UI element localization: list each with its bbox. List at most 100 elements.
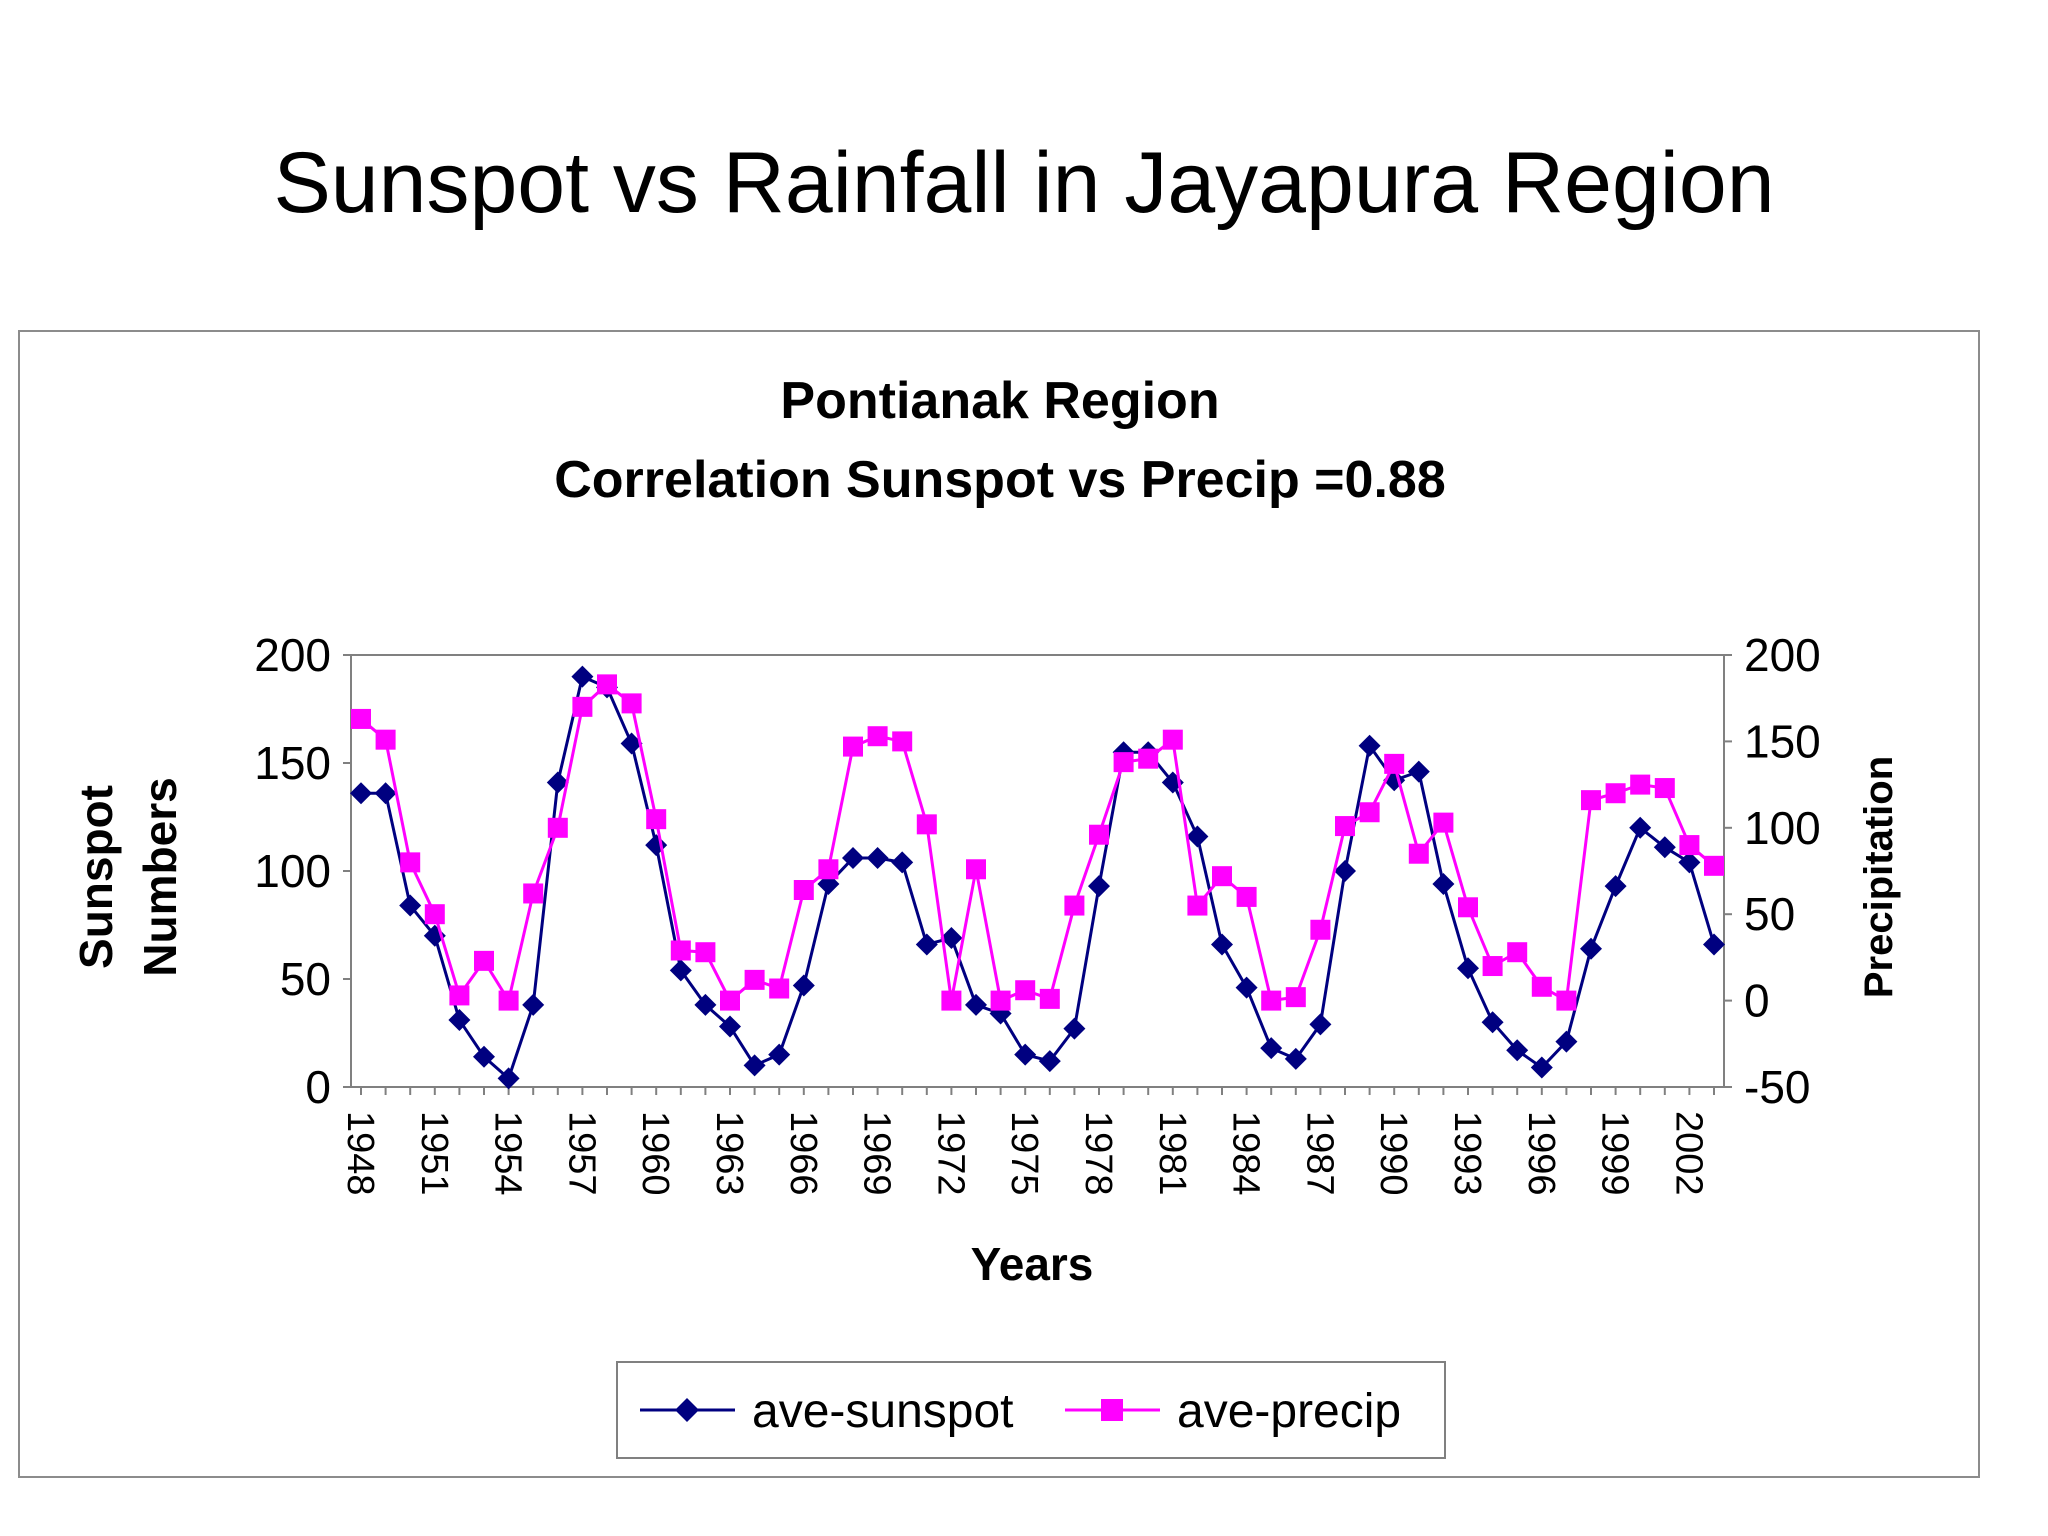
data-point-ave-sunspot <box>399 894 422 917</box>
data-point-ave-precip <box>818 859 839 880</box>
data-point-ave-sunspot <box>694 993 717 1016</box>
data-point-ave-precip <box>1507 942 1528 963</box>
data-point-ave-precip <box>769 978 790 999</box>
chart-subtitle: Correlation Sunspot vs Precip =0.88 <box>554 451 1446 509</box>
data-point-ave-sunspot <box>1309 1013 1332 1036</box>
data-point-ave-sunspot <box>1211 933 1233 956</box>
data-point-ave-precip <box>1089 824 1109 845</box>
data-point-ave-precip <box>867 726 888 747</box>
chart-frame: Pontianak Region Correlation Sunspot vs … <box>18 330 1980 1478</box>
data-point-ave-precip <box>744 969 765 990</box>
x-tick-label: 1999 <box>1594 1111 1636 1196</box>
data-point-ave-sunspot <box>1481 1011 1504 1034</box>
legend-marker <box>1101 1399 1123 1421</box>
y2-tick-label: -50 <box>1744 1061 1810 1113</box>
data-point-ave-precip <box>1654 778 1675 799</box>
x-tick-label: 1960 <box>634 1111 676 1196</box>
data-point-ave-sunspot <box>1358 734 1381 757</box>
data-point-ave-sunspot <box>669 959 692 982</box>
x-tick-label: 1981 <box>1151 1111 1193 1196</box>
data-point-ave-sunspot <box>448 1009 471 1032</box>
data-point-ave-precip <box>474 950 494 971</box>
legend-box <box>616 1361 1446 1459</box>
y-axis-label-line: Sunspot <box>70 785 122 969</box>
data-point-ave-precip <box>1581 790 1601 811</box>
y-tick-label: 150 <box>254 737 331 789</box>
x-tick-label: 1993 <box>1446 1111 1488 1196</box>
data-point-ave-precip <box>1482 956 1503 977</box>
y2-tick-label: 150 <box>1744 715 1821 767</box>
data-point-ave-sunspot <box>792 974 815 997</box>
x-tick-label: 1987 <box>1298 1111 1340 1196</box>
data-point-ave-precip <box>1359 802 1380 823</box>
data-point-ave-precip <box>1162 729 1183 750</box>
data-point-ave-precip <box>1458 897 1478 918</box>
data-point-ave-precip <box>498 990 519 1011</box>
data-point-ave-sunspot <box>1088 875 1110 898</box>
data-point-ave-sunspot <box>965 993 987 1016</box>
y-tick-label: 200 <box>254 629 331 681</box>
data-point-ave-sunspot <box>1038 1050 1061 1073</box>
data-point-ave-precip <box>424 904 445 925</box>
data-point-ave-precip <box>990 990 1011 1011</box>
data-point-ave-sunspot <box>768 1043 791 1066</box>
x-tick-label: 1996 <box>1520 1111 1562 1196</box>
data-point-ave-precip <box>1335 816 1355 837</box>
data-point-ave-precip <box>1679 835 1700 856</box>
data-point-ave-precip <box>1605 783 1626 804</box>
data-point-ave-precip <box>1310 919 1331 940</box>
data-point-ave-sunspot <box>1604 875 1627 898</box>
data-point-ave-precip <box>400 852 421 873</box>
data-point-ave-precip <box>1285 987 1306 1008</box>
data-point-ave-sunspot <box>1235 976 1258 999</box>
data-point-ave-sunspot <box>1530 1056 1553 1079</box>
x-tick-label: 1990 <box>1372 1111 1414 1196</box>
data-point-ave-sunspot <box>915 933 938 956</box>
legend-marker <box>675 1398 699 1422</box>
data-point-ave-precip <box>1187 895 1208 916</box>
plot-area <box>350 654 1725 1088</box>
data-point-ave-precip <box>843 736 863 757</box>
data-point-ave-sunspot <box>1506 1039 1529 1062</box>
data-point-ave-sunspot <box>1555 1030 1578 1053</box>
data-point-ave-sunspot <box>1703 933 1725 956</box>
data-point-ave-precip <box>1630 774 1651 795</box>
data-point-ave-precip <box>1261 990 1282 1011</box>
data-point-ave-precip <box>1531 976 1552 997</box>
data-point-ave-sunspot <box>620 732 643 755</box>
data-point-ave-precip <box>720 990 740 1011</box>
data-point-ave-sunspot <box>497 1067 520 1090</box>
y2-tick-label: 0 <box>1744 975 1770 1027</box>
data-point-ave-sunspot <box>1432 872 1455 895</box>
data-point-ave-sunspot <box>719 1015 741 1038</box>
data-point-ave-precip <box>1138 748 1159 769</box>
data-point-ave-precip <box>1704 855 1724 876</box>
data-point-ave-precip <box>1039 988 1060 1009</box>
data-point-ave-sunspot <box>546 771 569 794</box>
chart-title: Pontianak Region <box>780 372 1219 430</box>
data-point-ave-sunspot <box>374 782 397 805</box>
y-axis-ticks: 0 50 100 150 200 <box>254 629 351 1113</box>
data-point-ave-precip <box>793 880 814 901</box>
data-point-ave-precip <box>1408 843 1429 864</box>
y2-axis-ticks: -50 0 50 100 150 200 <box>1724 629 1821 1113</box>
y-tick-label: 100 <box>254 845 331 897</box>
data-point-ave-precip <box>449 985 470 1006</box>
x-tick-label: 1975 <box>1003 1111 1045 1196</box>
y2-axis-label: Precipitation <box>1857 756 1901 998</box>
data-point-ave-sunspot <box>1629 816 1652 839</box>
data-point-ave-precip <box>1236 886 1257 907</box>
data-point-ave-precip <box>1064 895 1085 916</box>
x-tick-label: 1978 <box>1077 1111 1119 1196</box>
x-tick-label: 1954 <box>487 1111 529 1196</box>
data-point-ave-precip <box>695 942 716 963</box>
x-axis-label: Years <box>971 1238 1094 1290</box>
y-tick-label: 0 <box>305 1061 331 1113</box>
data-point-ave-sunspot <box>842 847 864 870</box>
data-point-ave-precip <box>572 696 593 717</box>
x-tick-label: 1969 <box>856 1111 898 1196</box>
data-point-ave-sunspot <box>571 665 594 688</box>
data-point-ave-sunspot <box>1063 1017 1086 1040</box>
y2-tick-label: 50 <box>1744 888 1795 940</box>
data-point-ave-precip <box>916 814 937 835</box>
